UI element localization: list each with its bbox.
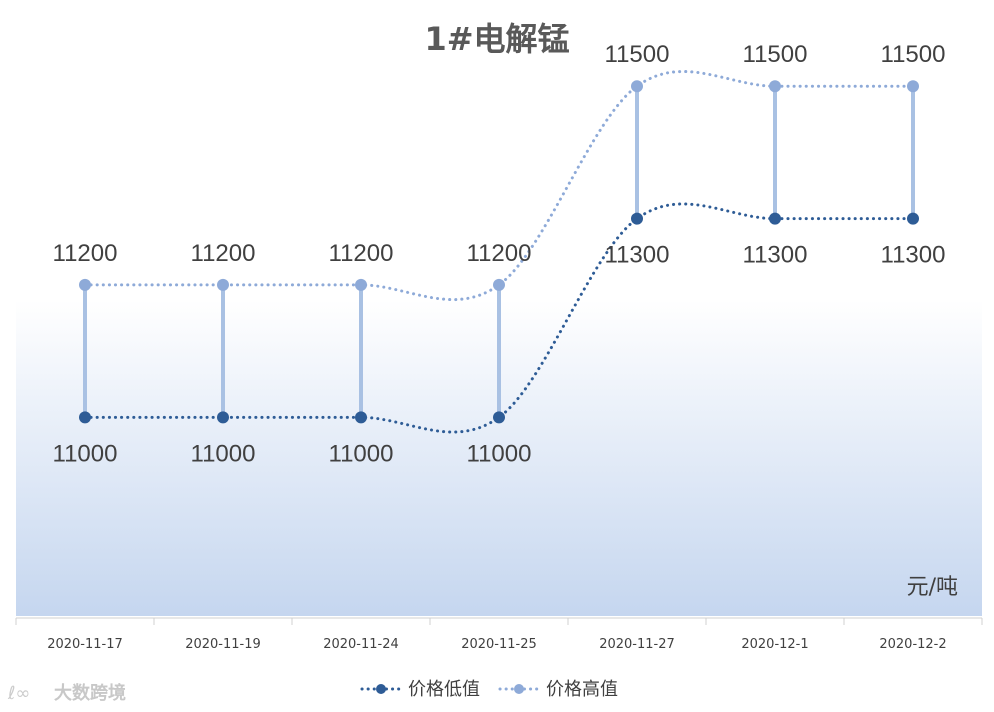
high-value-label: 11500 xyxy=(605,41,670,68)
x-tick-label: 2020-11-25 xyxy=(461,637,537,652)
data-point xyxy=(355,411,367,424)
x-tick-label: 2020-12-2 xyxy=(879,637,946,652)
data-point xyxy=(907,80,919,93)
data-point xyxy=(79,411,91,424)
high-value-label: 11500 xyxy=(743,41,808,68)
data-point xyxy=(493,278,505,291)
low-value-label: 11300 xyxy=(605,242,670,269)
watermark-logo-icon: ℓ∞ xyxy=(7,683,30,704)
x-tick-label: 2020-11-19 xyxy=(185,637,261,652)
data-point xyxy=(631,212,643,225)
data-point xyxy=(907,212,919,225)
high-value-label: 11200 xyxy=(191,240,256,267)
data-point xyxy=(217,278,229,291)
low-value-label: 11000 xyxy=(329,440,394,467)
x-tick-label: 2020-12-1 xyxy=(741,637,808,652)
x-tick-label: 2020-11-24 xyxy=(323,637,399,652)
watermark: ℓ∞ 大数跨境 xyxy=(7,682,126,704)
data-point xyxy=(631,80,643,93)
low-value-label: 11000 xyxy=(191,440,256,467)
high-value-label: 11200 xyxy=(467,240,532,267)
low-value-label: 11000 xyxy=(467,440,532,467)
high-value-label: 11500 xyxy=(881,41,946,68)
legend-label: 价格高值 xyxy=(546,679,618,700)
low-value-label: 11300 xyxy=(743,242,808,269)
data-point xyxy=(769,80,781,93)
high-value-label: 11200 xyxy=(329,240,394,267)
data-point xyxy=(355,278,367,291)
data-point xyxy=(79,278,91,291)
data-point xyxy=(769,212,781,225)
legend-point-marker xyxy=(514,684,524,694)
watermark-text: 大数跨境 xyxy=(54,682,126,704)
legend-label: 价格低值 xyxy=(408,679,480,700)
legend-point-marker xyxy=(376,684,386,694)
high-value-label: 11200 xyxy=(53,240,118,267)
unit-label: 元/吨 xyxy=(907,575,958,600)
chart-title: 1#电解锰 xyxy=(424,20,569,58)
data-point xyxy=(493,411,505,424)
x-tick-label: 2020-11-17 xyxy=(47,637,123,652)
data-point xyxy=(217,411,229,424)
low-value-label: 11000 xyxy=(53,440,118,467)
low-value-label: 11300 xyxy=(881,242,946,269)
x-tick-label: 2020-11-27 xyxy=(599,637,675,652)
